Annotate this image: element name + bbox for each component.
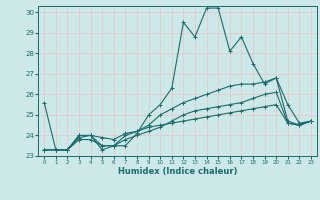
- X-axis label: Humidex (Indice chaleur): Humidex (Indice chaleur): [118, 167, 237, 176]
